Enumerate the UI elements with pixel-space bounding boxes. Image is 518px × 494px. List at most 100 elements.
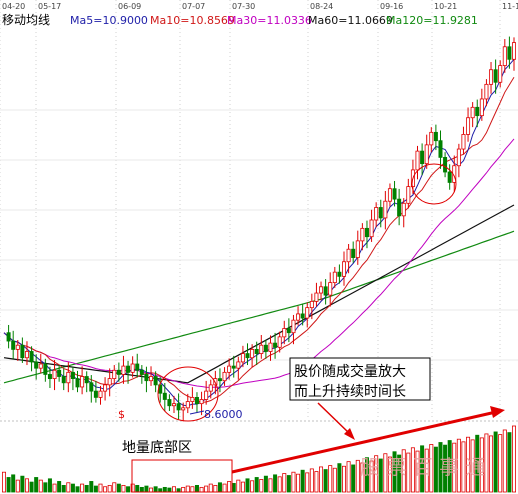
volume-bar xyxy=(112,482,117,493)
volume-bar xyxy=(84,484,89,493)
legend-ma120: Ma120=11.9281 xyxy=(386,14,478,27)
candle-body xyxy=(167,399,172,407)
volume-bar xyxy=(282,473,287,493)
volume-bar xyxy=(466,436,471,493)
volume-bar xyxy=(11,474,16,493)
volume-bar xyxy=(167,487,172,493)
volume-bar xyxy=(438,442,443,493)
candle-body xyxy=(397,198,402,217)
candle-body xyxy=(70,371,75,380)
volume-bar xyxy=(75,486,80,493)
volume-bar xyxy=(429,444,434,493)
candle-body xyxy=(240,353,245,363)
legend-ma30: Ma30=11.0336 xyxy=(227,14,312,27)
candle-body xyxy=(392,188,397,200)
candle-body xyxy=(217,378,222,382)
volume-bar xyxy=(452,442,457,493)
volume-bar xyxy=(332,467,337,493)
candle-body xyxy=(420,150,425,165)
volume-bar xyxy=(103,486,108,493)
volume-bar xyxy=(213,484,218,493)
candle-body xyxy=(489,69,494,85)
candle-body xyxy=(20,344,25,359)
volume-bar xyxy=(461,441,466,493)
candle-body xyxy=(80,376,85,388)
candle-body xyxy=(512,42,517,60)
candle-body xyxy=(29,351,34,363)
volume-bar xyxy=(387,456,392,493)
volume-bar xyxy=(34,477,39,493)
volume-bar xyxy=(222,483,227,493)
volume-bar xyxy=(199,486,204,493)
candle-body xyxy=(52,369,57,380)
candle-body xyxy=(227,365,232,373)
volume-bar xyxy=(20,475,25,493)
candle-body xyxy=(208,384,213,392)
volume-bar xyxy=(259,479,264,493)
volume-bar xyxy=(296,473,301,493)
candle-body xyxy=(319,286,324,294)
candle-body xyxy=(139,369,144,375)
candle-body xyxy=(126,365,131,373)
volume-bar xyxy=(309,468,314,493)
date-tick-label: 06-09 xyxy=(118,2,141,11)
volume-bar xyxy=(337,463,342,493)
candle-body xyxy=(456,148,461,167)
candle-body xyxy=(305,307,310,319)
volume-bar xyxy=(410,447,415,493)
candle-body xyxy=(222,371,227,382)
candle-body xyxy=(470,106,475,119)
candle-body xyxy=(162,392,167,400)
date-tick-label: 11-1 xyxy=(502,2,518,11)
volume-bar xyxy=(415,450,420,493)
candle-body xyxy=(268,342,273,352)
candle-body xyxy=(135,363,140,371)
volume-bar xyxy=(2,471,7,493)
volume-bar xyxy=(484,433,489,493)
date-tick-label: 07-07 xyxy=(182,2,205,11)
volume-bar xyxy=(149,487,154,493)
volume-bar xyxy=(374,455,379,493)
volume-bar xyxy=(300,469,305,493)
low-marker: 8.6000 xyxy=(204,408,243,421)
candle-body xyxy=(424,144,429,165)
volume-bar xyxy=(254,477,259,493)
volume-bar xyxy=(479,437,484,493)
candle-body xyxy=(107,378,112,386)
candle-body xyxy=(75,378,80,388)
candle-body xyxy=(291,319,296,334)
date-tick-label: 09-16 xyxy=(380,2,403,11)
volume-bar xyxy=(323,469,328,493)
ma30-line xyxy=(3,138,515,388)
volume-bar xyxy=(305,472,310,493)
volume-bar xyxy=(420,445,425,493)
candle-body xyxy=(66,371,71,384)
candle-body xyxy=(149,376,154,382)
candle-body xyxy=(176,403,181,411)
candle-body xyxy=(121,365,126,375)
candle-body xyxy=(300,313,305,319)
candle-body xyxy=(130,363,135,373)
volume-bar xyxy=(360,462,365,493)
price-grid xyxy=(0,109,518,361)
volume-bar xyxy=(364,457,369,493)
volume-bar xyxy=(116,483,121,493)
candle-body xyxy=(355,240,360,258)
candle-body xyxy=(328,282,333,296)
date-tick-label: 04-20 xyxy=(2,2,25,11)
date-tick-label: 08-24 xyxy=(310,2,333,11)
candle-body xyxy=(383,200,388,219)
volume-bar xyxy=(98,483,103,493)
volume-bar xyxy=(190,486,195,493)
candle-body xyxy=(498,65,503,83)
candle-body xyxy=(461,134,466,150)
volume-bar xyxy=(456,438,461,493)
candle-body xyxy=(15,344,20,350)
bottom-zone-label: 地量底部区 xyxy=(122,440,192,456)
volume-bar xyxy=(314,471,319,493)
candle-body xyxy=(466,117,471,135)
candle-body xyxy=(273,342,278,348)
volume-bar xyxy=(126,486,131,493)
date-tick-label: 07-30 xyxy=(232,2,255,11)
volume-bar xyxy=(245,478,250,493)
